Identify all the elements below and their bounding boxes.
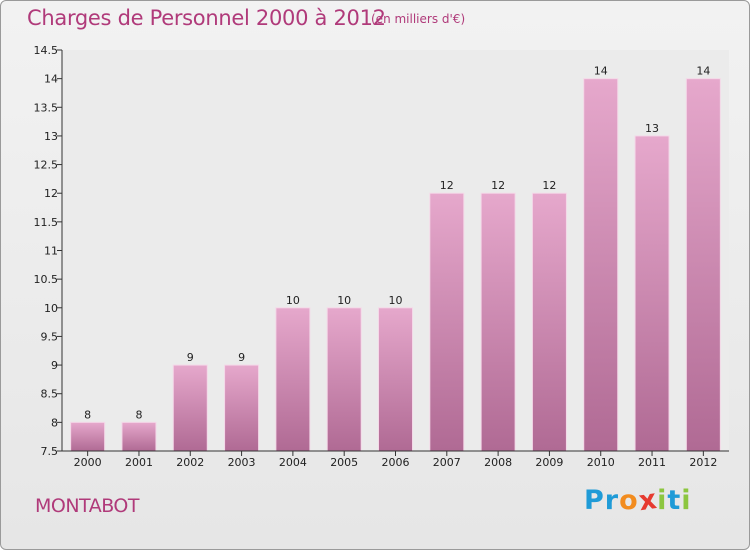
data-label-2004: 10 bbox=[286, 294, 300, 307]
data-label-2008: 12 bbox=[491, 179, 505, 192]
bar-2012 bbox=[685, 78, 721, 452]
logo-letter: o bbox=[619, 485, 639, 516]
bar-2011 bbox=[634, 135, 670, 452]
logo-letter: t bbox=[667, 485, 682, 516]
bar-2007 bbox=[429, 192, 465, 452]
data-label-2011: 13 bbox=[645, 122, 659, 135]
data-label-2010: 14 bbox=[594, 65, 608, 78]
bar-2005 bbox=[326, 307, 362, 452]
x-tick-label-2002: 2002 bbox=[176, 456, 204, 469]
y-tick-label: 12.5 bbox=[34, 159, 59, 172]
data-label-2003: 9 bbox=[238, 351, 245, 364]
logo-letter: i bbox=[657, 485, 668, 516]
x-tick-label-2003: 2003 bbox=[228, 456, 256, 469]
y-tick-label: 14 bbox=[44, 73, 58, 86]
commune-name: MONTABOT bbox=[35, 495, 139, 517]
y-tick-label: 14.5 bbox=[34, 44, 59, 57]
y-tick-label: 7.5 bbox=[41, 445, 59, 458]
y-tick-label: 9.5 bbox=[41, 330, 59, 343]
x-tick-label-2012: 2012 bbox=[689, 456, 717, 469]
data-label-2007: 12 bbox=[440, 179, 454, 192]
y-tick-label: 10 bbox=[44, 302, 58, 315]
bar-2002 bbox=[172, 364, 208, 452]
logo-letter: i bbox=[681, 485, 692, 516]
data-label-2002: 9 bbox=[187, 351, 194, 364]
bar-2006 bbox=[378, 307, 413, 452]
x-tick-label-2007: 2007 bbox=[433, 456, 461, 469]
data-label-2006: 10 bbox=[389, 294, 403, 307]
x-tick-label-2005: 2005 bbox=[330, 456, 358, 469]
data-label-2005: 10 bbox=[337, 294, 351, 307]
y-tick-label: 11.5 bbox=[34, 216, 59, 229]
proxiti-logo: Proxiti bbox=[584, 483, 692, 518]
x-tick-label-2010: 2010 bbox=[587, 456, 615, 469]
bar-2004 bbox=[275, 307, 311, 452]
x-tick-label-2009: 2009 bbox=[535, 456, 563, 469]
bar-2003 bbox=[224, 364, 260, 452]
x-tick-label-2001: 2001 bbox=[125, 456, 153, 469]
logo-letter: x bbox=[636, 483, 660, 518]
logo-letter: P bbox=[584, 485, 605, 516]
y-tick-label: 8 bbox=[51, 416, 58, 429]
y-tick-label: 8.5 bbox=[41, 388, 59, 401]
chart-subtitle: (en milliers d'€) bbox=[371, 12, 466, 26]
y-tick-label: 13.5 bbox=[34, 101, 59, 114]
x-tick-label-2004: 2004 bbox=[279, 456, 307, 469]
data-label-2000: 8 bbox=[84, 408, 91, 421]
y-tick-label: 12 bbox=[44, 187, 58, 200]
bar-2009 bbox=[531, 192, 567, 452]
chart-title: Charges de Personnel 2000 à 2012 bbox=[27, 6, 386, 30]
bar-2010 bbox=[583, 78, 619, 452]
y-tick-label: 9 bbox=[51, 359, 58, 372]
bar-2000 bbox=[70, 421, 106, 452]
x-tick-label-2000: 2000 bbox=[74, 456, 102, 469]
x-tick-label-2008: 2008 bbox=[484, 456, 512, 469]
y-tick-label: 10.5 bbox=[34, 273, 59, 286]
bar-2008 bbox=[480, 192, 516, 452]
x-tick-label-2006: 2006 bbox=[382, 456, 410, 469]
y-tick-label: 11 bbox=[44, 245, 58, 258]
logo-letter: r bbox=[604, 485, 620, 516]
data-label-2009: 12 bbox=[542, 179, 556, 192]
x-tick-label-2011: 2011 bbox=[638, 456, 666, 469]
y-tick-label: 13 bbox=[44, 130, 58, 143]
bar-2001 bbox=[121, 421, 157, 452]
data-label-2012: 14 bbox=[696, 65, 710, 78]
data-label-2001: 8 bbox=[135, 408, 142, 421]
